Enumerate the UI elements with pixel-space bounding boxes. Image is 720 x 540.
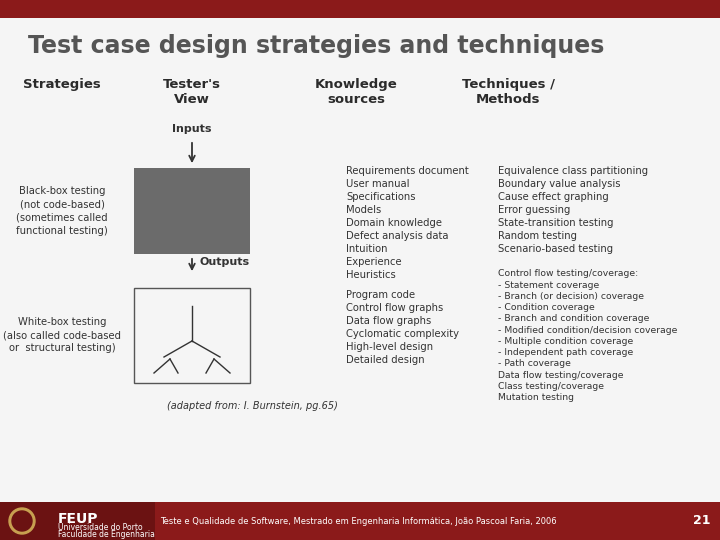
Text: Equivalence class partitioning
Boundary value analysis
Cause effect graphing
Err: Equivalence class partitioning Boundary … <box>498 166 648 254</box>
Text: 21: 21 <box>693 515 711 528</box>
Text: Test case design strategies and techniques: Test case design strategies and techniqu… <box>28 34 604 58</box>
Text: FEUP: FEUP <box>58 512 99 526</box>
Text: Tester's
View: Tester's View <box>163 78 221 106</box>
Bar <box>0 502 720 540</box>
Text: Inputs: Inputs <box>172 124 212 134</box>
Bar <box>134 288 250 383</box>
Text: Universidade do Porto: Universidade do Porto <box>58 523 143 532</box>
Text: Knowledge
sources: Knowledge sources <box>315 78 397 106</box>
Text: Outputs: Outputs <box>200 257 250 267</box>
Text: Faculdade de Engenharia: Faculdade de Engenharia <box>58 530 155 539</box>
Text: Control flow testing/coverage:
- Statement coverage
- Branch (or decision) cover: Control flow testing/coverage: - Stateme… <box>498 269 678 402</box>
Circle shape <box>9 508 35 534</box>
Circle shape <box>12 511 32 531</box>
Text: Program code
Control flow graphs
Data flow graphs
Cyclomatic complexity
High-lev: Program code Control flow graphs Data fl… <box>346 290 459 365</box>
Bar <box>0 502 155 540</box>
Text: White-box testing
(also called code-based
or  structural testing): White-box testing (also called code-base… <box>3 317 121 353</box>
Text: Requirements document
User manual
Specifications
Models
Domain knowledge
Defect : Requirements document User manual Specif… <box>346 166 469 280</box>
Text: Techniques /
Methods: Techniques / Methods <box>462 78 554 106</box>
Bar <box>0 0 720 18</box>
Text: Teste e Qualidade de Software, Mestrado em Engenharia Informática, João Pascoal : Teste e Qualidade de Software, Mestrado … <box>160 516 557 525</box>
Text: Black-box testing
(not code-based)
(sometimes called
functional testing): Black-box testing (not code-based) (some… <box>16 186 108 236</box>
Text: (adapted from: I. Burnstein, pg.65): (adapted from: I. Burnstein, pg.65) <box>166 401 338 411</box>
Text: Strategies: Strategies <box>23 78 101 91</box>
Bar <box>134 168 250 254</box>
